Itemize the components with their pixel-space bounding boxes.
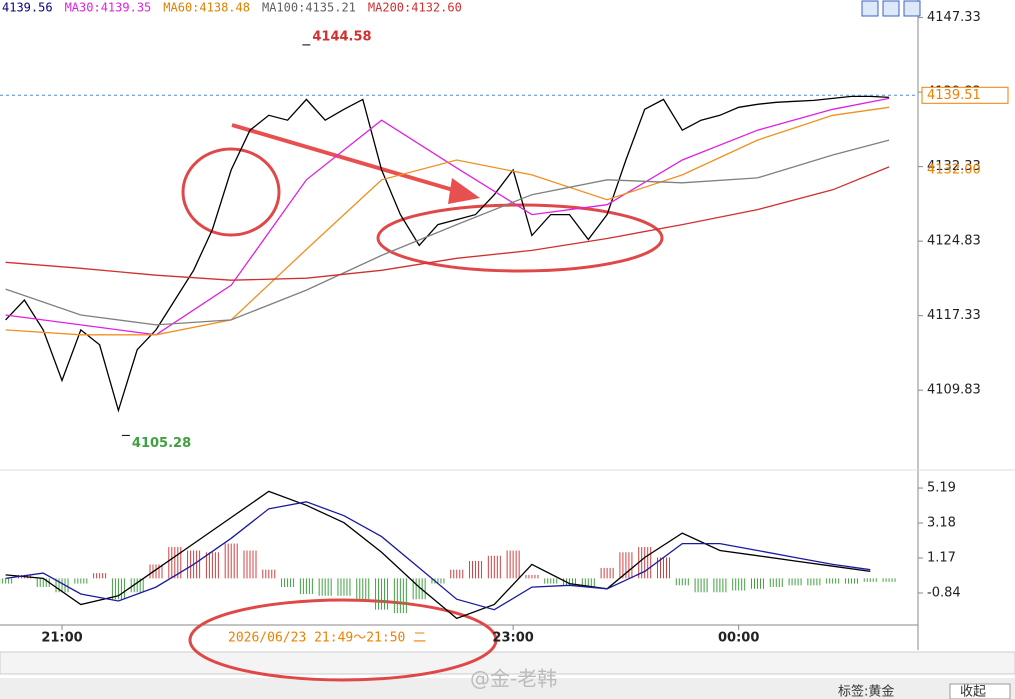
icon-button[interactable] (882, 0, 900, 17)
icon-button[interactable] (903, 0, 921, 17)
extreme-label: 4144.58 (312, 29, 371, 44)
date-label: 2026/06/23 21:49～21:50 二 (228, 631, 426, 646)
y-tick-label: 4124.83 (927, 234, 981, 249)
highlight-circle (376, 203, 664, 273)
y-tick-label: 4117.33 (927, 308, 981, 323)
x-tick-label: 00:00 (718, 631, 759, 646)
legend-label: MA200:4132.60 (368, 1, 462, 15)
y-tick-label: -0.84 (927, 585, 961, 600)
arrow-head (448, 178, 480, 204)
price-label: 4139.51 (927, 88, 981, 103)
series-line (5, 490, 871, 620)
arrow-shaft (231, 123, 461, 194)
tag-label: 标签:黄金 (838, 684, 894, 699)
collapse-button[interactable] (949, 683, 1011, 699)
x-tick-label: 23:00 (492, 631, 533, 646)
toolbar-icons (861, 0, 921, 17)
series-line (5, 139, 890, 326)
extreme-label: 4105.28 (132, 436, 191, 451)
icon-button[interactable] (861, 0, 879, 17)
legend-label: MA60:4138.48 (163, 1, 250, 15)
series-line (5, 95, 890, 413)
price-label-box (921, 86, 1009, 104)
y-tick-label: 4147.33 (927, 10, 981, 25)
series-line (5, 501, 871, 611)
highlight-circle (188, 598, 498, 682)
y-tick-label: 3.18 (927, 516, 956, 531)
legend-label: MA100:4135.21 (262, 1, 356, 15)
y-tick-label: 4132.33 (927, 159, 981, 174)
y-tick-label: 5.19 (927, 481, 956, 496)
x-tick-label: 21:00 (41, 631, 82, 646)
watermark: @金-老韩 (470, 667, 557, 691)
y-tick-label: 1.17 (927, 551, 956, 566)
collapse-label[interactable]: 收起 (960, 685, 986, 699)
price-label: 4132.00 (927, 162, 981, 177)
legend-label: MA30:4139.35 (65, 1, 152, 15)
series-line (5, 166, 890, 281)
scrollbar[interactable] (0, 651, 1015, 675)
status-bar (0, 678, 1015, 699)
legend-label: 4139.56 (2, 1, 53, 15)
series-line (5, 106, 890, 336)
highlight-circle (181, 147, 281, 237)
y-tick-label: 4109.83 (927, 383, 981, 398)
